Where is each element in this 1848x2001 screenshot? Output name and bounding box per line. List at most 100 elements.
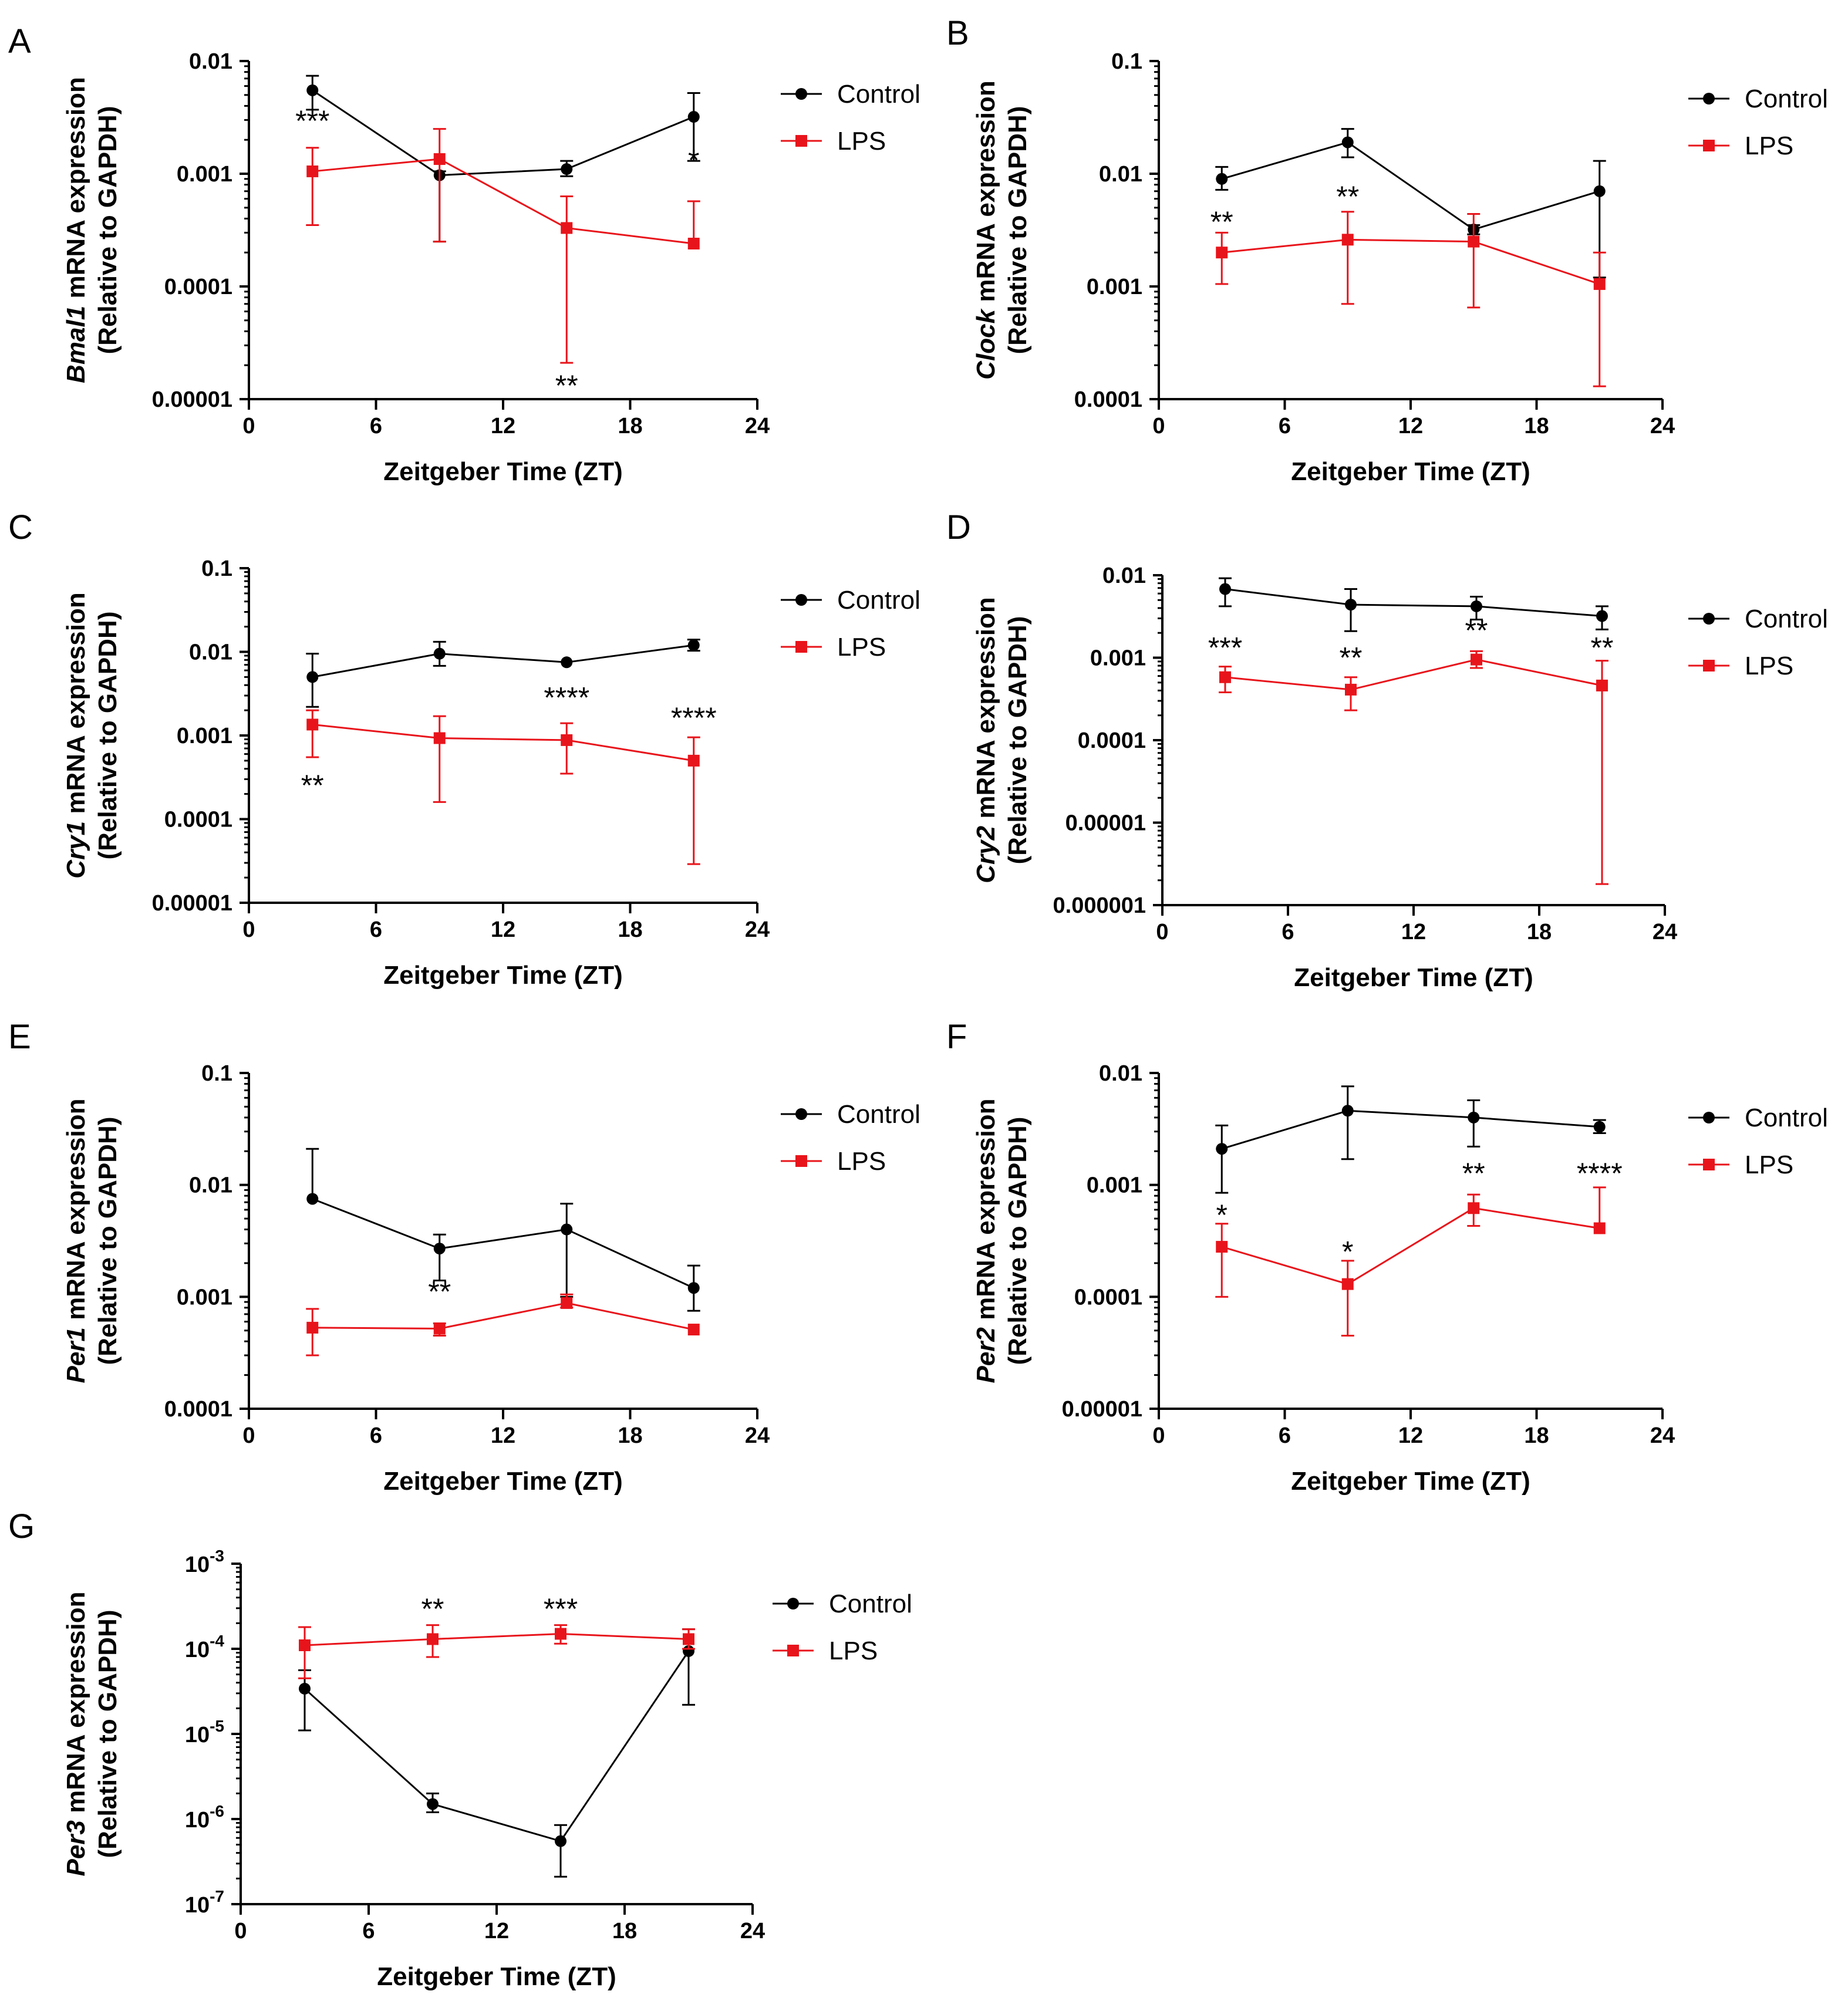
legend-label: Control [837,586,920,615]
series-control [306,1148,700,1312]
x-tick-label: 6 [370,1423,382,1448]
data-point [433,647,446,660]
x-tick-label: 6 [1282,920,1294,944]
data-point [1593,1121,1606,1133]
data-point [1471,600,1482,612]
data-point [433,153,446,165]
x-tick-label: 24 [1650,1423,1675,1448]
data-point [1216,1241,1228,1253]
data-point [1345,599,1357,611]
x-axis-title: Zeitgeber Time (ZT) [377,1962,616,1991]
legend-marker [1703,1112,1715,1123]
x-tick-label: 0 [242,917,255,942]
y-axis-title-line2: (Relative to GAPDH) [1003,106,1032,355]
y-axis-title: Per1 mRNA expression [62,1098,90,1383]
y-tick-label: 0.0001 [164,808,232,832]
y-tick-label: 0.0001 [1074,387,1142,412]
data-point [687,111,700,123]
series-line [1221,141,1600,231]
legend-item-control: Control [781,1100,920,1129]
data-point [306,1321,319,1334]
series-control [306,639,700,708]
data-point [561,734,573,746]
y-axis-title: Per2 mRNA expression [972,1098,1000,1383]
y-tick-label: 0.1 [201,1061,232,1086]
x-tick-label: 6 [362,1919,375,1943]
x-axis-title: Zeitgeber Time (ZT) [383,1467,622,1496]
x-tick-label: 12 [1398,1423,1423,1448]
data-point [1341,234,1354,246]
legend-marker [1703,140,1715,151]
data-point [1468,1111,1480,1123]
series-line [312,644,694,678]
y-axis-title: Per3 mRNA expression [62,1591,90,1876]
y-axis-title-line2: (Relative to GAPDH) [93,106,122,355]
data-point [306,718,319,731]
data-point [561,1297,573,1309]
y-tick-label: 0.001 [177,1285,232,1310]
y-tick-label: 0.1 [201,556,232,581]
data-point [1219,671,1231,683]
significance-label: **** [671,701,717,734]
panel-letter: F [946,1018,967,1056]
panel-g: G 10-7 10-6 10-5 10-4 10-3 0 6 12 18 24 Zeitgeber T… [8,1507,912,1991]
legend-marker [795,594,807,606]
legend-label: LPS [1745,1150,1793,1179]
significance-label: ** [421,1592,444,1625]
data-point [1345,683,1357,696]
legend-item-control: Control [773,1590,912,1618]
series-lps [306,709,700,865]
y-axis-title-line2: (Relative to GAPDH) [1003,1117,1032,1365]
x-tick-label: 18 [618,917,642,942]
y-tick-label: 0.00001 [152,891,232,916]
y-tick-label: 0.01 [189,49,232,74]
y-tick-label: 10-6 [185,1802,224,1833]
x-tick-label: 0 [1152,414,1165,438]
y-tick-label: 0.01 [1099,1061,1142,1086]
data-point [299,1682,311,1695]
legend-marker [795,88,807,100]
panel-b: B 0.0001 0.001 0.01 0.1 0 6 12 18 24 Zeitgeber Tim… [946,14,1828,486]
data-point [1216,247,1228,259]
legend-label: LPS [829,1636,878,1665]
y-tick-label: 0.001 [1090,646,1146,671]
x-tick-label: 6 [370,414,382,438]
significance-label: * [1216,1199,1227,1231]
legend-label: Control [1745,1104,1828,1132]
y-tick-label: 10-5 [185,1717,224,1747]
y-tick-label: 0.00001 [1065,811,1146,836]
panel-letter: E [8,1018,31,1056]
panel-a: A 0.00001 0.0001 0.001 0.01 0 6 12 18 24 Zeitgeber… [8,22,920,486]
x-axis-title: Zeitgeber Time (ZT) [383,457,622,486]
x-tick-label: 12 [491,1423,515,1448]
series-lps [306,1293,700,1357]
y-tick-label: 0.01 [1102,563,1146,588]
data-point [433,1243,446,1255]
legend-marker [787,1645,799,1656]
legend-label: LPS [1745,652,1793,680]
x-tick-label: 0 [242,414,255,438]
x-tick-label: 18 [612,1919,637,1943]
data-point [555,1628,566,1640]
x-axis-title: Zeitgeber Time (ZT) [383,961,622,990]
y-tick-label: 0.001 [1087,1173,1142,1198]
significance-label: * [1342,1235,1353,1268]
y-tick-label: 0.01 [189,640,232,665]
legend-item-lps: LPS [781,127,886,156]
series-line [1221,1109,1600,1150]
y-tick-label: 0.001 [1087,275,1142,299]
legend-marker [787,1598,799,1609]
series-lps [306,128,700,364]
x-axis-title: Zeitgeber Time (ZT) [1294,963,1533,992]
data-point [306,671,319,683]
y-axis-title-line2: (Relative to GAPDH) [1003,616,1032,865]
data-point [1341,136,1354,149]
legend-item-control: Control [1688,605,1828,633]
series-line [312,89,694,177]
x-tick-label: 24 [740,1919,765,1943]
legend-marker [795,641,807,653]
panel-letter: D [946,508,971,546]
data-point [687,1324,700,1336]
data-point [1596,679,1608,691]
series-lps [1215,1186,1606,1337]
